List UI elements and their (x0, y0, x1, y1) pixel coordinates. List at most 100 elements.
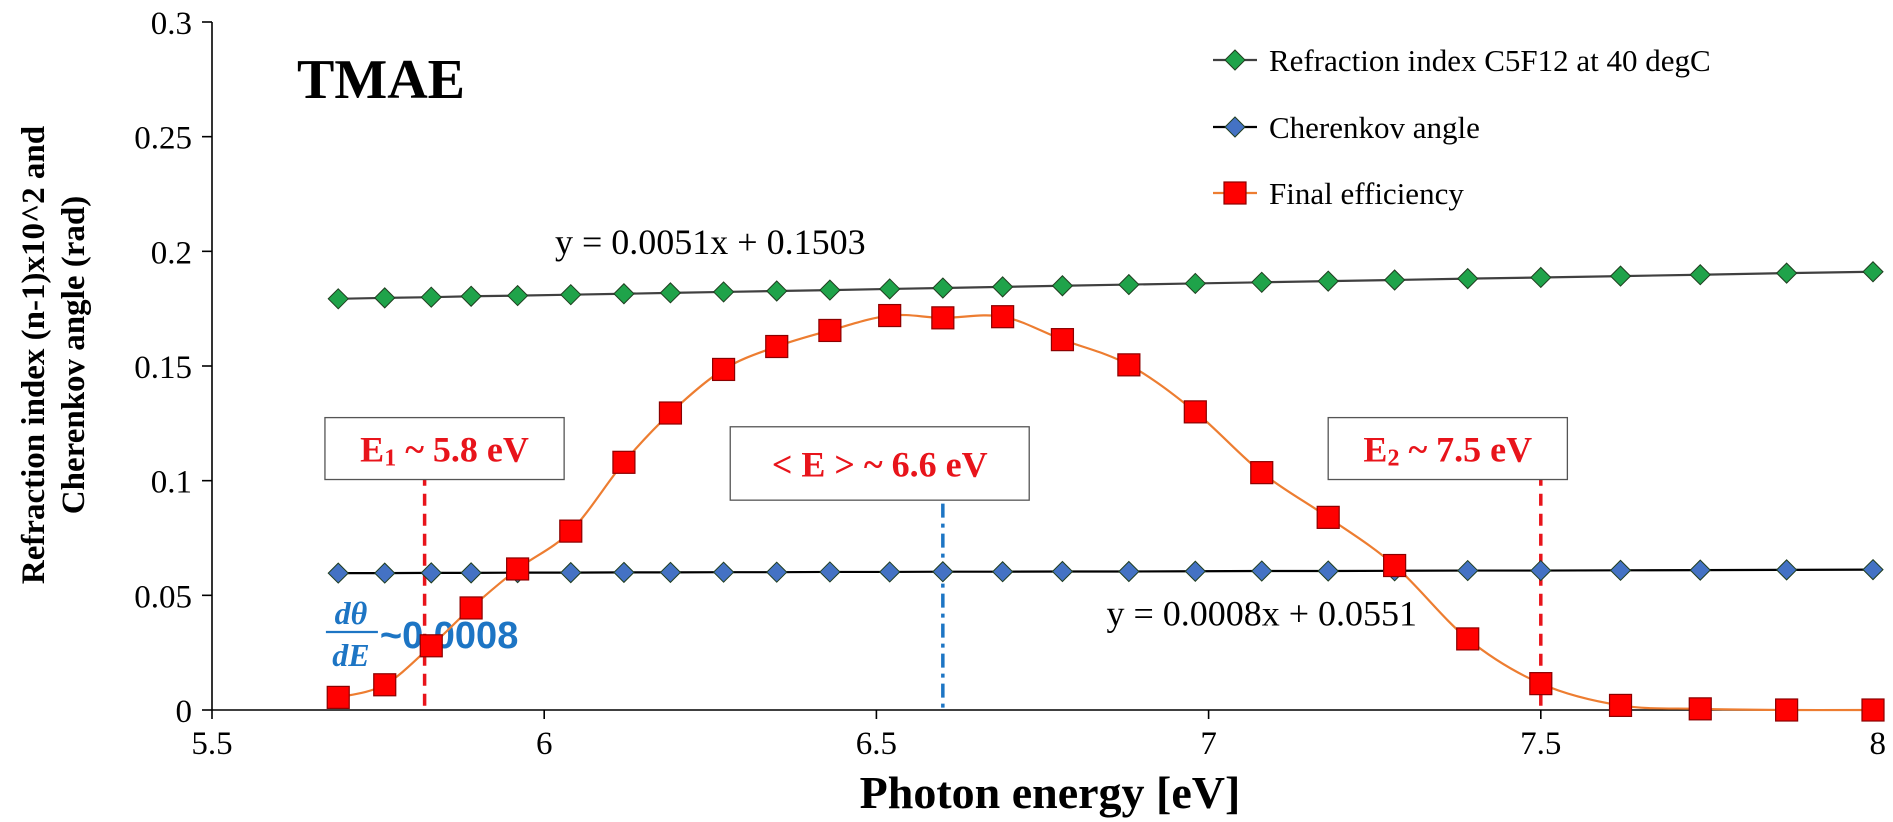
labels: TMAE Photon energy [eV] Refraction index… (16, 49, 1240, 818)
data-point (1317, 560, 1339, 582)
energy-label: E1 ~ 5.8 eV (360, 430, 529, 472)
data-point (1775, 262, 1798, 284)
y-tick-label: 0.1 (151, 465, 192, 501)
data-point (1530, 559, 1552, 582)
data-point (560, 283, 582, 306)
data-point (1775, 559, 1798, 581)
x-axis-label: Photon energy [eV] (860, 767, 1241, 818)
data-point (1861, 698, 1885, 722)
data-point (1457, 559, 1479, 582)
y-axis-label-line2: Cherenkov angle (rad) (56, 196, 92, 514)
data-point (765, 334, 789, 359)
data-point (1118, 560, 1140, 583)
data-point (1251, 271, 1273, 294)
data-point (1317, 270, 1339, 292)
legend-label: Cherenkov angle (1269, 110, 1480, 145)
axes: 0 0.05 0.1 0.15 0.2 0.25 0.3 5.5 6 6.5 7 7.5 8 (134, 6, 1886, 762)
legend-marker (1223, 181, 1247, 205)
data-point (559, 519, 583, 543)
data-point (766, 280, 788, 302)
trendline-equation: y = 0.0051x + 0.1503 (555, 222, 866, 262)
data-point (460, 285, 482, 307)
data-point (1383, 269, 1406, 291)
series-layer (326, 261, 1885, 722)
data-point (1609, 265, 1632, 287)
data-point (766, 561, 788, 583)
data-point (991, 276, 1014, 298)
energy-label: E2 ~ 7.5 eV (1363, 430, 1532, 472)
y-tick-label: 0.15 (134, 350, 192, 386)
data-point (1456, 627, 1480, 651)
data-point (818, 318, 842, 343)
legend: Refraction index C5F12 at 40 degC Cherenk… (1213, 43, 1711, 211)
x-tick-label: 5.5 (191, 726, 232, 762)
data-point (613, 561, 635, 584)
annotations: E1 ~ 5.8 eV < E > ~ 6.6 eV E2 ~ 7.5 eV y = … (324, 222, 1569, 710)
data-point (373, 673, 397, 697)
data-point (1051, 560, 1074, 583)
data-point (711, 357, 736, 382)
chart-title: TMAE (297, 49, 465, 111)
trendline-equation: y = 0.0008x + 0.0551 (1106, 594, 1417, 634)
data-point (991, 305, 1015, 329)
x-tick-label: 6.5 (856, 726, 897, 762)
data-point (420, 562, 442, 584)
series-line (337, 313, 1874, 712)
data-point (1184, 272, 1207, 295)
data-point (658, 401, 683, 425)
y-tick-label: 0.05 (134, 579, 192, 615)
x-tick-label: 7.5 (1520, 726, 1561, 762)
x-tick-label: 7 (1200, 726, 1217, 762)
data-point (1529, 672, 1553, 696)
data-point (1117, 353, 1141, 377)
data-point (327, 288, 349, 310)
data-point (1050, 328, 1075, 352)
data-point (659, 561, 682, 584)
x-tick-label: 8 (1870, 726, 1887, 762)
data-point (1316, 505, 1340, 529)
y-axis-label-line1: Refraction index (n-1)x10^2 and (16, 126, 52, 584)
x-tick-label: 6 (536, 726, 553, 762)
legend-label: Refraction index C5F12 at 40 degC (1269, 43, 1711, 78)
data-point (1251, 560, 1273, 582)
data-point (374, 287, 396, 309)
data-point (712, 281, 735, 303)
data-point (1775, 698, 1799, 722)
data-point (420, 286, 442, 308)
y-tick-label: 0.25 (134, 121, 192, 157)
data-point (327, 562, 349, 584)
y-tick-label: 0.2 (151, 235, 192, 271)
energy-label: < E > ~ 6.6 eV (772, 444, 988, 484)
data-point (931, 306, 955, 330)
data-point (1118, 273, 1140, 296)
data-point (991, 561, 1014, 583)
data-point (612, 450, 636, 474)
data-point (1608, 693, 1633, 718)
y-tick-label: 0.3 (151, 6, 192, 42)
energy-label-box (729, 426, 1030, 501)
data-point (1689, 559, 1711, 581)
derivative-numerator: dθ (335, 595, 368, 631)
data-point (560, 561, 582, 584)
data-point (1862, 261, 1884, 283)
data-point (419, 634, 443, 658)
data-point (374, 562, 396, 584)
data-point (1609, 559, 1632, 582)
data-point (613, 283, 635, 305)
data-point (1457, 267, 1479, 290)
data-point (819, 561, 841, 583)
legend-marker (1224, 49, 1246, 71)
data-point (878, 561, 901, 583)
data-point (326, 685, 350, 709)
data-point (506, 557, 530, 581)
data-point (1051, 275, 1074, 297)
data-point (1250, 461, 1274, 485)
legend-marker (1224, 116, 1246, 138)
data-point (460, 562, 482, 584)
data-point (878, 278, 901, 300)
derivative-denominator: dE (332, 637, 369, 673)
data-point (1688, 697, 1712, 721)
energy-label-box (1327, 416, 1569, 481)
data-point (878, 303, 902, 328)
